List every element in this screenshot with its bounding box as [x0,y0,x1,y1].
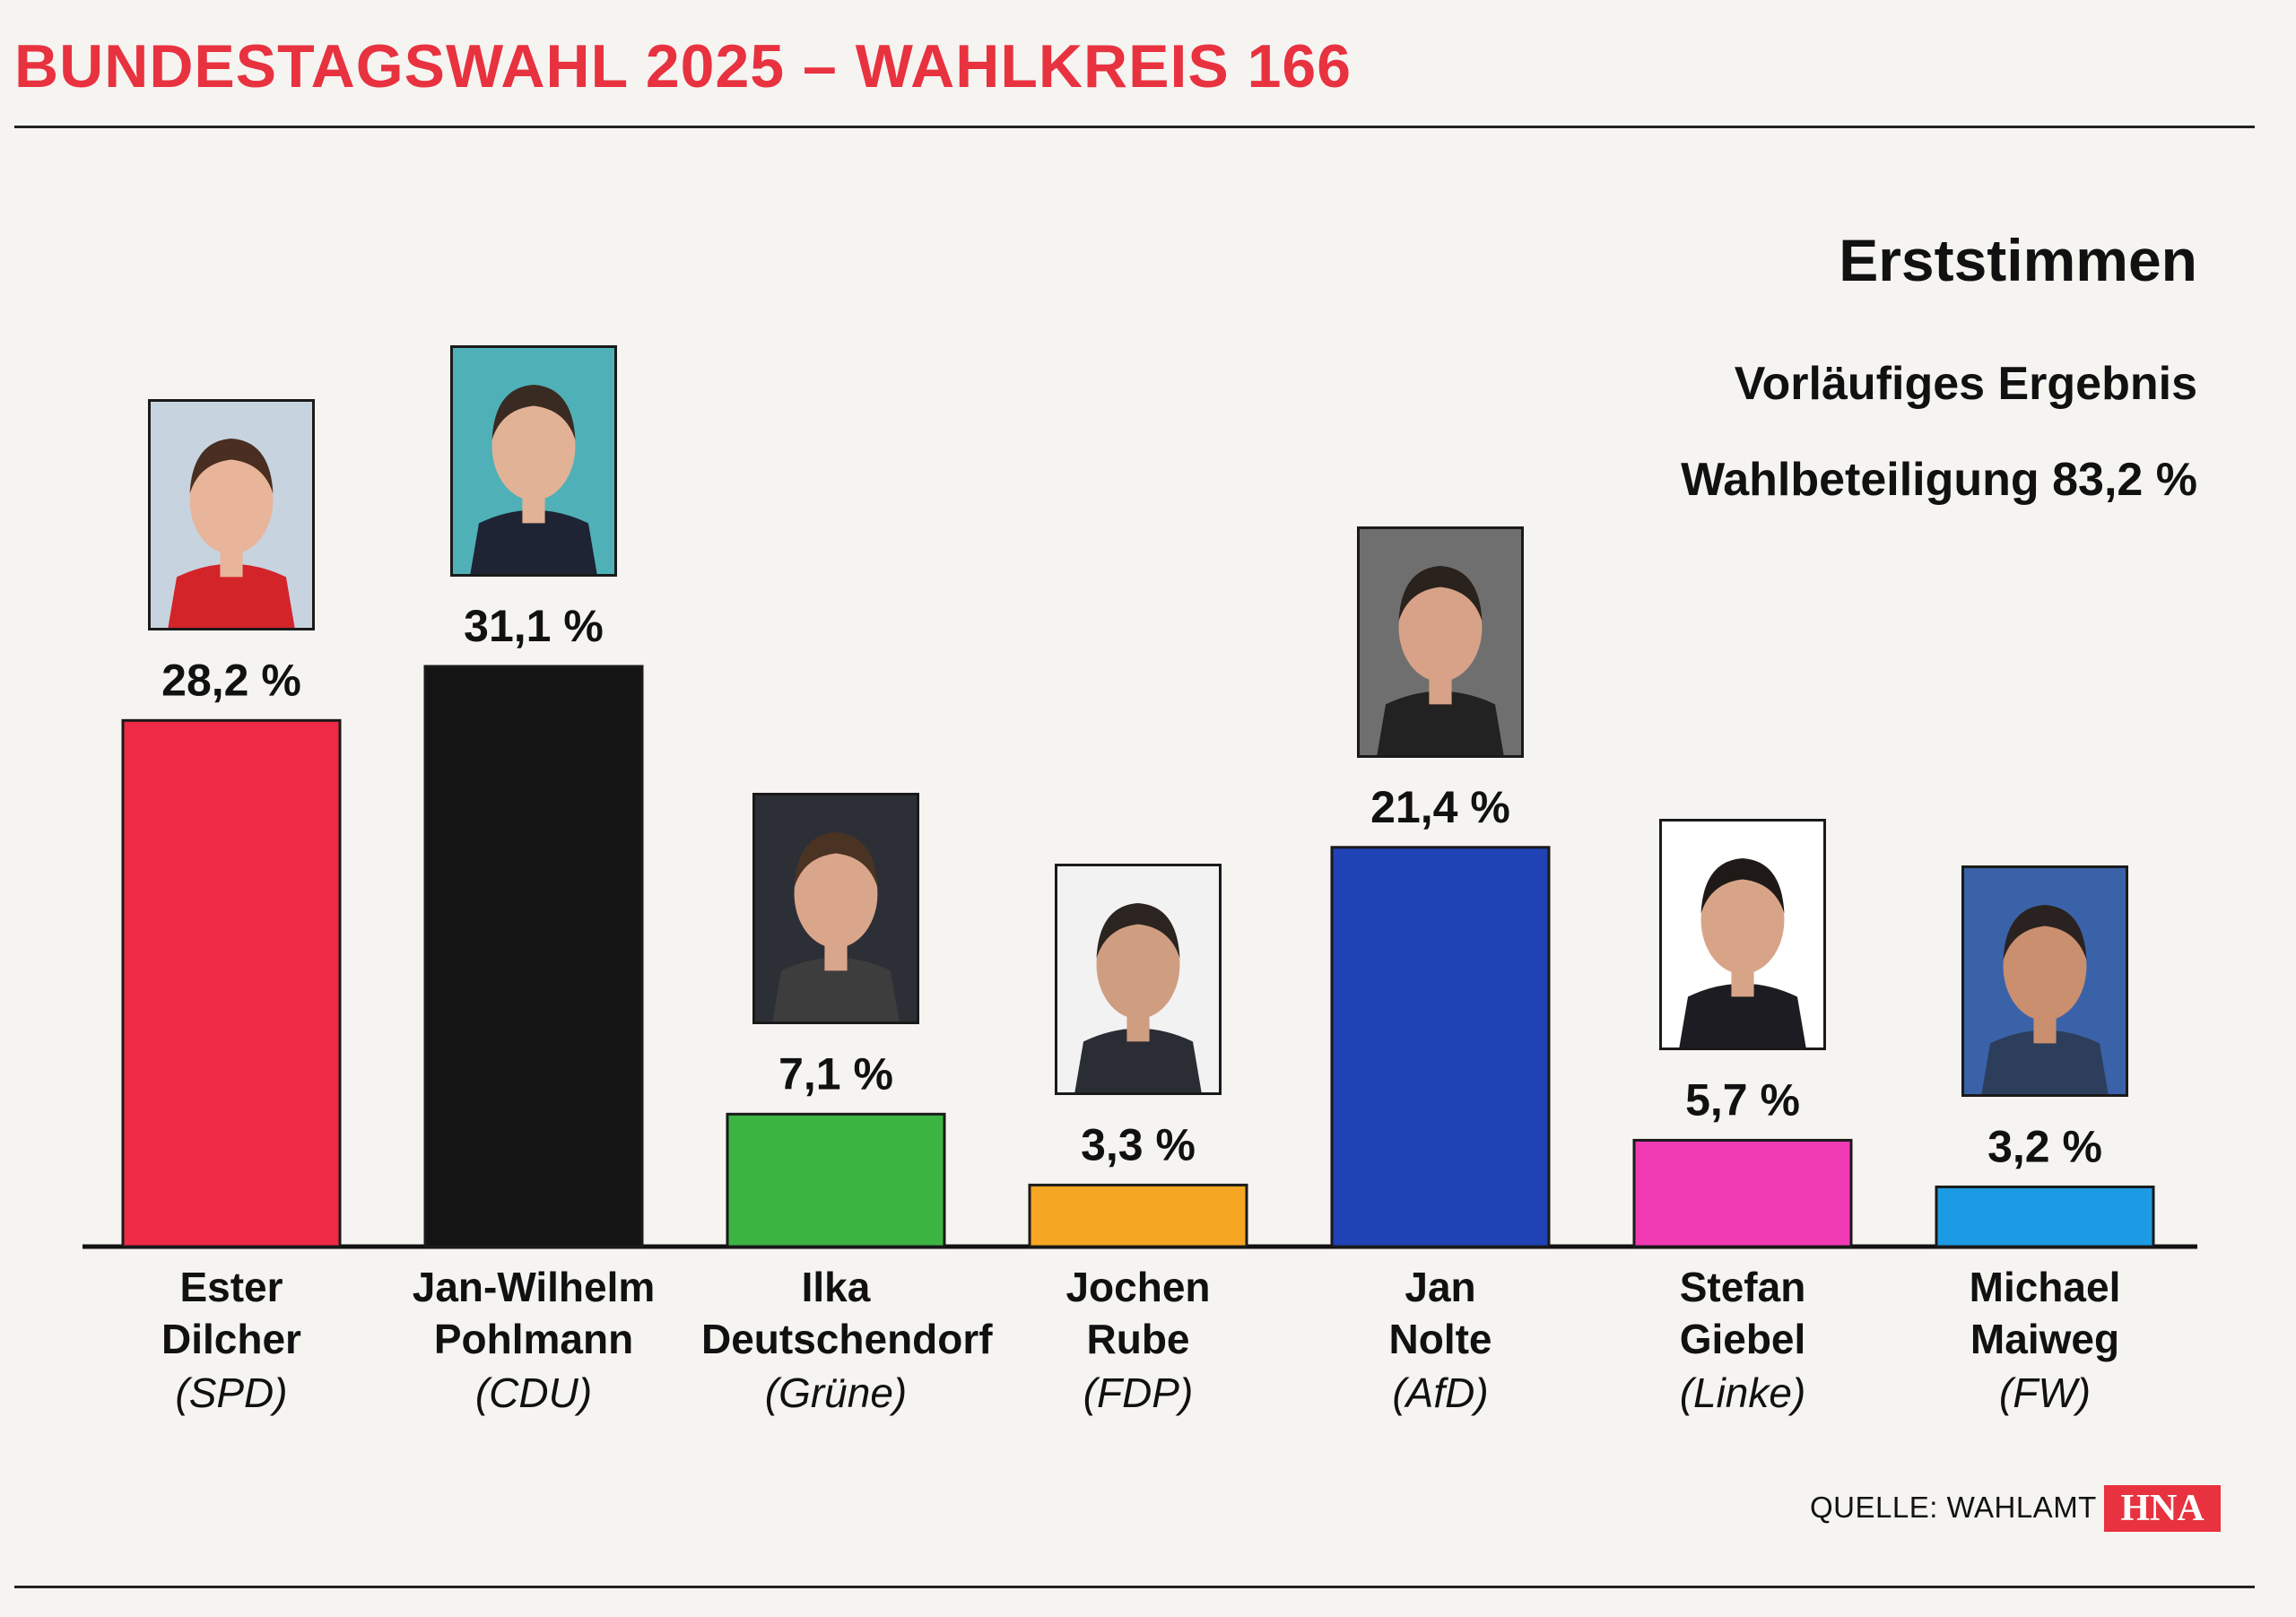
candidate-label: Ilka Deutschendorf (Grüne) [701,1261,993,1419]
value-label: 28,2 % [161,655,301,705]
candidate-label: Ester Dilcher (SPD) [97,1261,366,1419]
bar [726,1112,946,1248]
candidate-first-name: Jan-Wilhelm [412,1264,656,1310]
candidate-first-name: Stefan [1679,1264,1806,1310]
bar [1632,1138,1853,1248]
candidate-label: Jan Nolte (AfD) [1306,1261,1575,1419]
candidate-first-name: Jochen [1065,1264,1211,1310]
value-label: 5,7 % [1685,1074,1800,1125]
candidate-party: (FDP) [1083,1369,1194,1416]
hna-logo: HNA [2104,1485,2221,1532]
candidate-photo [148,399,315,631]
candidate-party: (CDU) [474,1369,593,1416]
bar [1935,1185,2155,1248]
value-label: 3,2 % [1987,1121,2102,1171]
bar [121,718,342,1248]
candidate-party: (Grüne) [764,1369,908,1416]
candidate-party: (Linke) [1679,1369,1806,1416]
candidate-last-name: Rube [1086,1316,1190,1362]
candidate-last-name: Maiweg [1970,1316,2120,1362]
headline: BUNDESTAGSWAHL 2025 – WAHLKREIS 166 [14,32,1352,100]
candidate-label: Stefan Giebel (Linke) [1608,1261,1877,1419]
source-label: QUELLE: WAHLAMT [1810,1491,2097,1524]
candidate-label: Michael Maiweg (FW) [1910,1261,2179,1419]
value-label: 7,1 % [778,1048,893,1099]
chart-subtitle: Vorläufiges Ergebnis [1734,358,2197,410]
candidate-last-name: Dilcher [161,1316,301,1362]
bottom-rule [14,1586,2255,1588]
chart-title: Erststimmen [1839,227,2197,293]
bar [423,665,644,1248]
candidate-photo [450,345,617,577]
candidate-photo [1961,865,2128,1098]
candidate-first-name: Ester [179,1264,283,1310]
candidate-last-name: Pohlmann [433,1316,634,1362]
candidate-label: Jochen Rube (FDP) [1004,1261,1273,1419]
candidate-party: (FW) [1998,1369,2092,1416]
value-label: 21,4 % [1370,782,1510,832]
value-label: 3,3 % [1081,1119,1196,1169]
top-rule [14,126,2255,128]
candidate-party: (SPD) [175,1369,288,1416]
candidate-first-name: Michael [1969,1264,2121,1310]
candidate-last-name: Deutschendorf [701,1316,993,1362]
candidate-last-name: Nolte [1388,1316,1492,1362]
bar [1330,846,1551,1248]
candidate-photo [1055,864,1222,1096]
bar [1028,1183,1248,1248]
turnout-label: Wahlbeteiligung 83,2 % [1681,454,2197,506]
candidate-first-name: Ilka [801,1264,871,1310]
candidate-photo [752,793,919,1025]
candidate-label: Jan-Wilhelm Pohlmann (CDU) [399,1261,668,1419]
candidate-photo [1357,526,1524,758]
candidate-party: (AfD) [1392,1369,1489,1416]
candidate-last-name: Giebel [1679,1316,1806,1362]
candidate-photo [1659,819,1826,1051]
candidate-first-name: Jan [1405,1264,1476,1310]
value-label: 31,1 % [464,601,604,651]
